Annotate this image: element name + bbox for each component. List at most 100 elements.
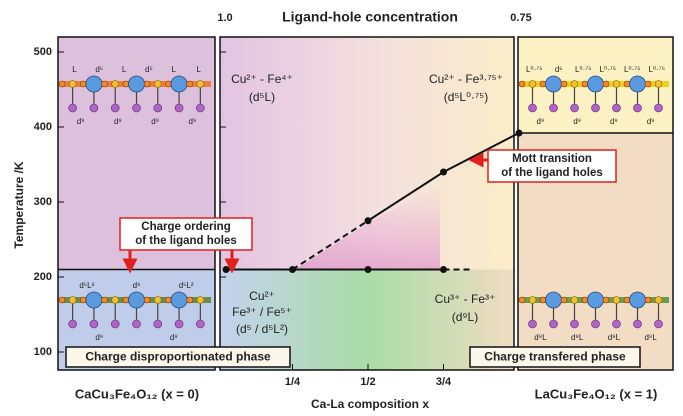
inset-o (59, 297, 65, 303)
inset-o (645, 81, 651, 87)
inset-fe (588, 76, 604, 92)
inset-o (561, 81, 567, 87)
inset-cu (175, 320, 183, 328)
inset-o (187, 297, 193, 303)
inset-label: d⁹ (573, 117, 581, 126)
inset-o (624, 81, 630, 87)
x-tick-label: 3/4 (436, 376, 452, 388)
inset-o (165, 297, 171, 303)
inset-o (123, 81, 129, 87)
inset-o (519, 81, 525, 87)
inset-cu (592, 320, 600, 328)
inset-fe-small (69, 81, 76, 88)
inset-o (59, 81, 65, 87)
inset-label: d⁹ (536, 117, 544, 126)
chart: Ligand-hole concentration Temperature /K… (0, 0, 683, 416)
inset-fe-small (613, 81, 620, 88)
inset-cu (592, 104, 600, 112)
phase-annotation: (d⁹L) (452, 310, 478, 324)
phase-annotation: (d⁵L⁰·⁷⁵) (444, 90, 488, 104)
inset-fe (129, 292, 145, 308)
inset-o (80, 297, 86, 303)
inset-fe (86, 76, 102, 92)
inset-label: d⁹ (151, 117, 159, 126)
phase-label: Charge transfered phase (484, 350, 626, 364)
inset-fe-small (529, 81, 536, 88)
inset-o (102, 297, 108, 303)
inset-cu (175, 104, 183, 112)
callout-text: of the ligand holes (135, 235, 237, 247)
inset-o (645, 297, 651, 303)
callout-text: of the ligand holes (501, 167, 603, 179)
inset-o (603, 297, 609, 303)
inset-fe (86, 292, 102, 308)
inset-label: L⁰·⁷⁵ (599, 65, 616, 74)
inset-fe (171, 76, 187, 92)
inset-label: d⁵L² (79, 281, 94, 290)
inset-cu (154, 320, 162, 328)
phase-annotation: Cu²⁺ - Fe³·⁷⁵⁺ (429, 72, 503, 86)
phase-annotation: (d⁵L) (249, 90, 275, 104)
phase-annotation: (d⁵ / d⁵L²) (236, 322, 288, 336)
top-tick-label: 0.75 (510, 12, 531, 24)
inset-fe-small (154, 297, 161, 304)
inset-cu (550, 320, 558, 328)
inset-label: d⁹ (114, 117, 122, 126)
inset-fe-small (197, 297, 204, 304)
inset-fe (630, 292, 646, 308)
end-label: LaCu₃Fe₄O₁₂ (x = 1) (535, 386, 658, 401)
end-label: CaCu₃Fe₄O₁₂ (x = 0) (75, 386, 199, 401)
inset-cu (655, 320, 663, 328)
data-point (223, 266, 230, 273)
inset-label: L (122, 65, 127, 74)
inset-o (540, 81, 546, 87)
inset-cu (90, 320, 98, 328)
inset-label: d⁹L (534, 333, 547, 342)
inset-fe-small (154, 81, 161, 88)
y-tick-label: 100 (34, 346, 52, 358)
inset-cu (613, 320, 621, 328)
inset-label: d⁹ (133, 281, 141, 290)
inset-fe (546, 292, 562, 308)
inset-o (102, 81, 108, 87)
inset-label: d⁵ (145, 65, 153, 74)
inset-o (540, 297, 546, 303)
inset-label: d⁵L² (179, 281, 194, 290)
callout-text: Mott transition (512, 153, 592, 165)
inset-label: d⁹L (608, 333, 621, 342)
inset-o (603, 81, 609, 87)
inset-label: d⁹ (77, 117, 85, 126)
inset-fe-small (655, 81, 662, 88)
inset-label: d⁵ (95, 65, 103, 74)
inset-fe (630, 76, 646, 92)
data-point (516, 130, 523, 137)
inset-o (80, 81, 86, 87)
data-point (440, 169, 447, 176)
inset-label: d⁹ (610, 117, 618, 126)
phase-annotation: Cu³⁺ - Fe³⁺ (435, 292, 496, 306)
inset-fe-small (112, 81, 119, 88)
inset-cu (69, 104, 77, 112)
callout-text: Charge ordering (141, 221, 230, 233)
y-tick-label: 300 (34, 196, 52, 208)
inset-cu (111, 320, 119, 328)
x-tick-label: 1/4 (285, 376, 301, 388)
inset-cu (196, 104, 204, 112)
inset-cu (571, 320, 579, 328)
inset-label: d⁹ (647, 117, 655, 126)
inset-fe-small (655, 297, 662, 304)
inset-o (144, 297, 150, 303)
inset-fe-small (112, 297, 119, 304)
inset-fe (129, 76, 145, 92)
inset-fe-small (197, 81, 204, 88)
inset-cu (529, 320, 537, 328)
inset-label: d⁹L (571, 333, 584, 342)
top-axis-title: Ligand-hole concentration (282, 9, 458, 25)
inset-label: L⁰·⁷⁵ (575, 65, 592, 74)
inset-label: L⁰·⁷⁵ (648, 65, 665, 74)
inset-o (582, 81, 588, 87)
inset-label: L⁰·⁷⁵ (624, 65, 641, 74)
inset-o (123, 297, 129, 303)
inset-cu (133, 320, 141, 328)
inset-label: L (196, 65, 201, 74)
